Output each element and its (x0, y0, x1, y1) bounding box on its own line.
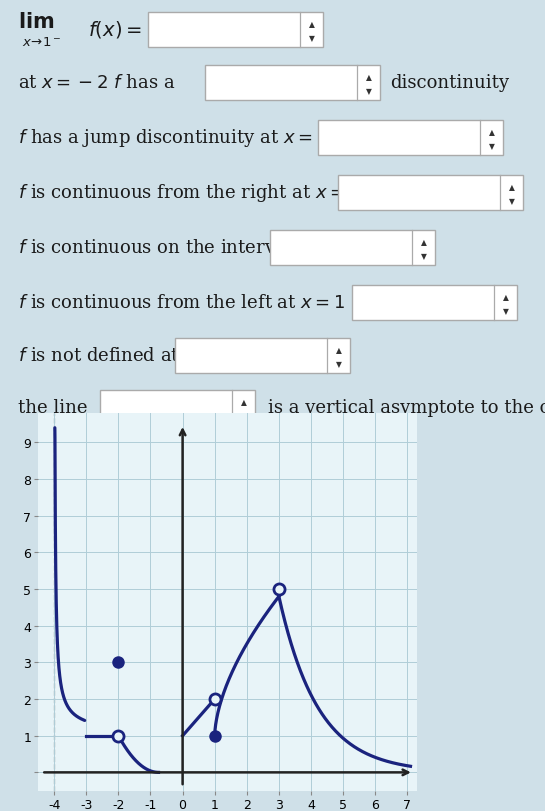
Text: $f$ is continuous on the interval: $f$ is continuous on the interval (18, 238, 292, 257)
Text: $f(x)=$: $f(x)=$ (88, 19, 142, 41)
Text: ▼: ▼ (421, 251, 427, 260)
Text: ▲: ▲ (508, 182, 514, 191)
FancyBboxPatch shape (148, 13, 323, 48)
FancyBboxPatch shape (318, 121, 503, 156)
Text: ▼: ▼ (508, 196, 514, 205)
FancyBboxPatch shape (352, 285, 517, 320)
Text: the line: the line (18, 398, 88, 417)
Text: $f$ is continuous from the right at $x=$: $f$ is continuous from the right at $x=$ (18, 182, 344, 204)
FancyBboxPatch shape (205, 66, 380, 101)
FancyBboxPatch shape (338, 176, 523, 211)
Text: $\mathbf{lim}$: $\mathbf{lim}$ (18, 12, 54, 32)
Text: ▲: ▲ (502, 292, 508, 302)
Text: ▲: ▲ (366, 73, 372, 82)
Text: at $x=-2\ f$ has a: at $x=-2\ f$ has a (18, 74, 175, 92)
Text: ▲: ▲ (421, 238, 427, 247)
Text: ▼: ▼ (241, 411, 246, 420)
Text: ▲: ▲ (308, 19, 314, 28)
Text: $x\!\to\!1^-$: $x\!\to\!1^-$ (22, 36, 61, 49)
Text: ▲: ▲ (336, 345, 342, 354)
Text: discontinuity: discontinuity (390, 74, 509, 92)
Text: ▼: ▼ (489, 142, 494, 151)
Text: $f$ has a jump discontinuity at $x=$: $f$ has a jump discontinuity at $x=$ (18, 127, 312, 148)
Text: ▼: ▼ (308, 34, 314, 43)
Text: ▼: ▼ (366, 87, 372, 96)
Text: $f$ is continuous from the left at $x=1$: $f$ is continuous from the left at $x=1$ (18, 294, 345, 311)
Text: $f$ is not defined at: $f$ is not defined at (18, 346, 180, 365)
Text: ▲: ▲ (489, 127, 494, 136)
Text: ▼: ▼ (336, 359, 342, 368)
Text: ▼: ▼ (502, 307, 508, 315)
FancyBboxPatch shape (270, 230, 435, 266)
FancyBboxPatch shape (100, 391, 255, 426)
Text: is a vertical asymptote to the curve: is a vertical asymptote to the curve (268, 398, 545, 417)
Text: ▲: ▲ (241, 397, 246, 406)
FancyBboxPatch shape (175, 338, 350, 374)
